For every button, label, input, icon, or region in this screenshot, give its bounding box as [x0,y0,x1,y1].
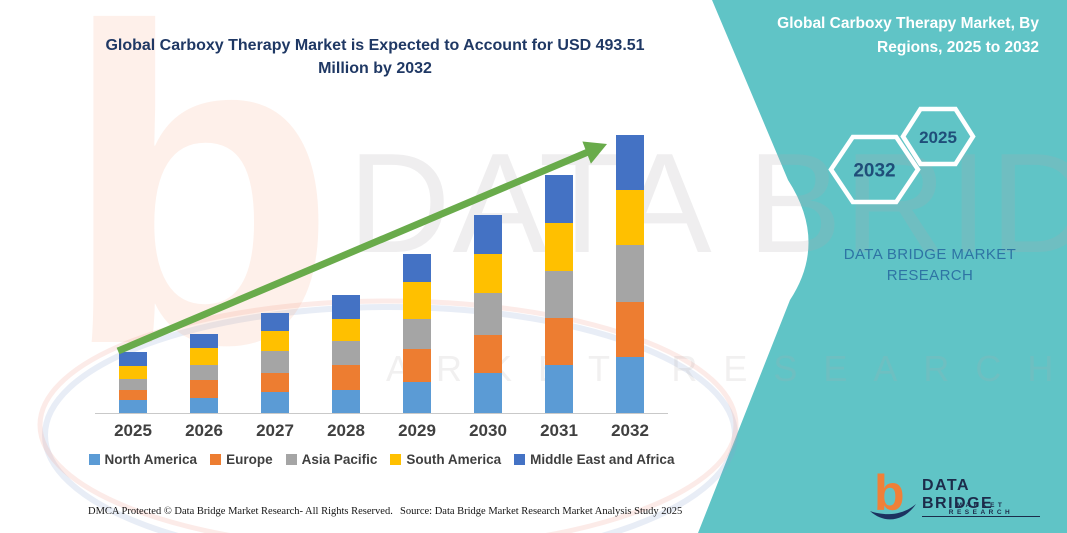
chart-legend: North America Europe Asia Pacific South Ame… [88,452,674,467]
legend-item-asia-pacific: Asia Pacific [285,452,378,467]
legend-swatch-icon [88,454,100,465]
legend-item-europe: Europe [210,452,273,467]
bar-segment-2031-asia-pacific [545,271,573,319]
bar-2025 [119,352,147,413]
bar-segment-2031-middle-east-and-africa [545,175,573,224]
bar-2027 [261,313,289,413]
bar-segment-2032-asia-pacific [616,245,644,303]
bar-segment-2032-europe [616,302,644,358]
hexagon-2025 [900,106,976,167]
bar-segment-2025-north-america [119,400,147,413]
bar-segment-2025-middle-east-and-africa [119,352,147,367]
company-logo-block: b DATA BRIDGE MARKET RESEARCH [866,466,1046,524]
bar-segment-2026-asia-pacific [190,364,218,381]
bar-segment-2026-north-america [190,398,218,413]
x-axis-label-2031: 2031 [540,421,578,440]
bar-segment-2028-europe [332,364,360,390]
bar-segment-2032-north-america [616,357,644,413]
bar-segment-2029-europe [403,349,431,382]
dmca-notice: DMCA Protected © Data Bridge Market Rese… [88,506,393,517]
bar-segment-2031-south-america [545,223,573,272]
bar-segment-2026-europe [190,380,218,399]
bar-segment-2029-north-america [403,381,431,413]
x-axis-label-2027: 2027 [256,421,294,440]
bar-segment-2026-south-america [190,347,218,365]
bar-segment-2031-north-america [545,365,573,413]
bar-segment-2027-north-america [261,392,289,413]
logo-subtitle: MARKET RESEARCH [948,502,1014,516]
hexagon-2032-label: 2032 [853,161,895,182]
bar-segment-2028-middle-east-and-africa [332,294,360,319]
legend-label: Middle East and Africa [530,452,675,467]
bar-segment-2027-south-america [261,331,289,352]
x-axis-label-2028: 2028 [327,421,365,440]
bar-2031 [545,175,573,413]
bar-segment-2028-asia-pacific [332,341,360,365]
hexagon-badges: 2025 2032 [828,106,976,205]
logo-letter-b: b [874,466,905,521]
legend-label: Asia Pacific [301,452,378,467]
teal-side-panel [698,0,1067,533]
legend-item-middle-east-and-africa: Middle East and Africa [514,452,674,467]
bar-segment-2028-north-america [332,389,360,413]
bar-segment-2025-europe [119,389,147,401]
brand-name-block: DATA BRIDGE MARKET RESEARCH [843,246,1017,284]
legend-item-south-america: South America [390,452,501,467]
legend-label: Europe [226,452,273,467]
bar-chart-plot-area [95,120,668,414]
x-axis-label-2026: 2026 [185,421,223,440]
bar-2030 [474,215,502,413]
bar-segment-2029-south-america [403,282,431,319]
bar-2032 [616,135,644,413]
x-axis-label-2029: 2029 [398,421,436,440]
legend-item-north-america: North America [88,452,198,467]
data-bridge-logo-icon: b [870,466,916,521]
legend-swatch-icon [210,454,222,465]
bar-segment-2027-asia-pacific [261,351,289,374]
legend-swatch-icon [514,454,526,465]
bar-segment-2028-south-america [332,318,360,342]
x-axis-label-2032: 2032 [611,421,649,440]
hexagon-2032 [828,134,921,205]
bar-segment-2029-asia-pacific [403,319,431,350]
bar-segment-2031-europe [545,318,573,366]
side-panel-title: Global Carboxy Therapy Market, By Region… [777,15,1039,56]
bar-segment-2032-south-america [616,190,644,246]
bar-segment-2026-middle-east-and-africa [190,333,218,348]
source-note: Source: Data Bridge Market Research Mark… [400,506,683,517]
bar-2026 [190,333,218,413]
bar-segment-2030-europe [474,335,502,374]
bar-segment-2030-north-america [474,373,502,413]
bar-segment-2032-middle-east-and-africa [616,135,644,191]
bar-segment-2030-asia-pacific [474,292,502,335]
legend-swatch-icon [390,454,402,465]
bar-segment-2030-south-america [474,254,502,293]
bar-segment-2030-middle-east-and-africa [474,215,502,255]
chart-title: Global Carboxy Therapy Market is Expecte… [105,37,645,77]
bar-segment-2027-middle-east-and-africa [261,313,289,332]
legend-label: South America [406,452,502,467]
bar-segment-2025-asia-pacific [119,378,147,390]
bar-segment-2029-middle-east-and-africa [403,254,431,283]
logo-title: DATA BRIDGE [922,477,1040,517]
legend-label: North America [104,452,198,467]
x-axis-labels: 2025 2026 2027 2028 2029 2030 2031 2032 [95,421,668,441]
bar-2029 [403,254,431,413]
x-axis-label-2025: 2025 [114,421,152,440]
bar-segment-2027-europe [261,373,289,393]
bar-2028 [332,294,360,413]
legend-swatch-icon [285,454,297,465]
hexagon-2025-label: 2025 [919,128,957,147]
x-axis-label-2030: 2030 [469,421,507,440]
logo-swoosh [870,504,916,520]
bar-segment-2025-south-america [119,366,147,379]
